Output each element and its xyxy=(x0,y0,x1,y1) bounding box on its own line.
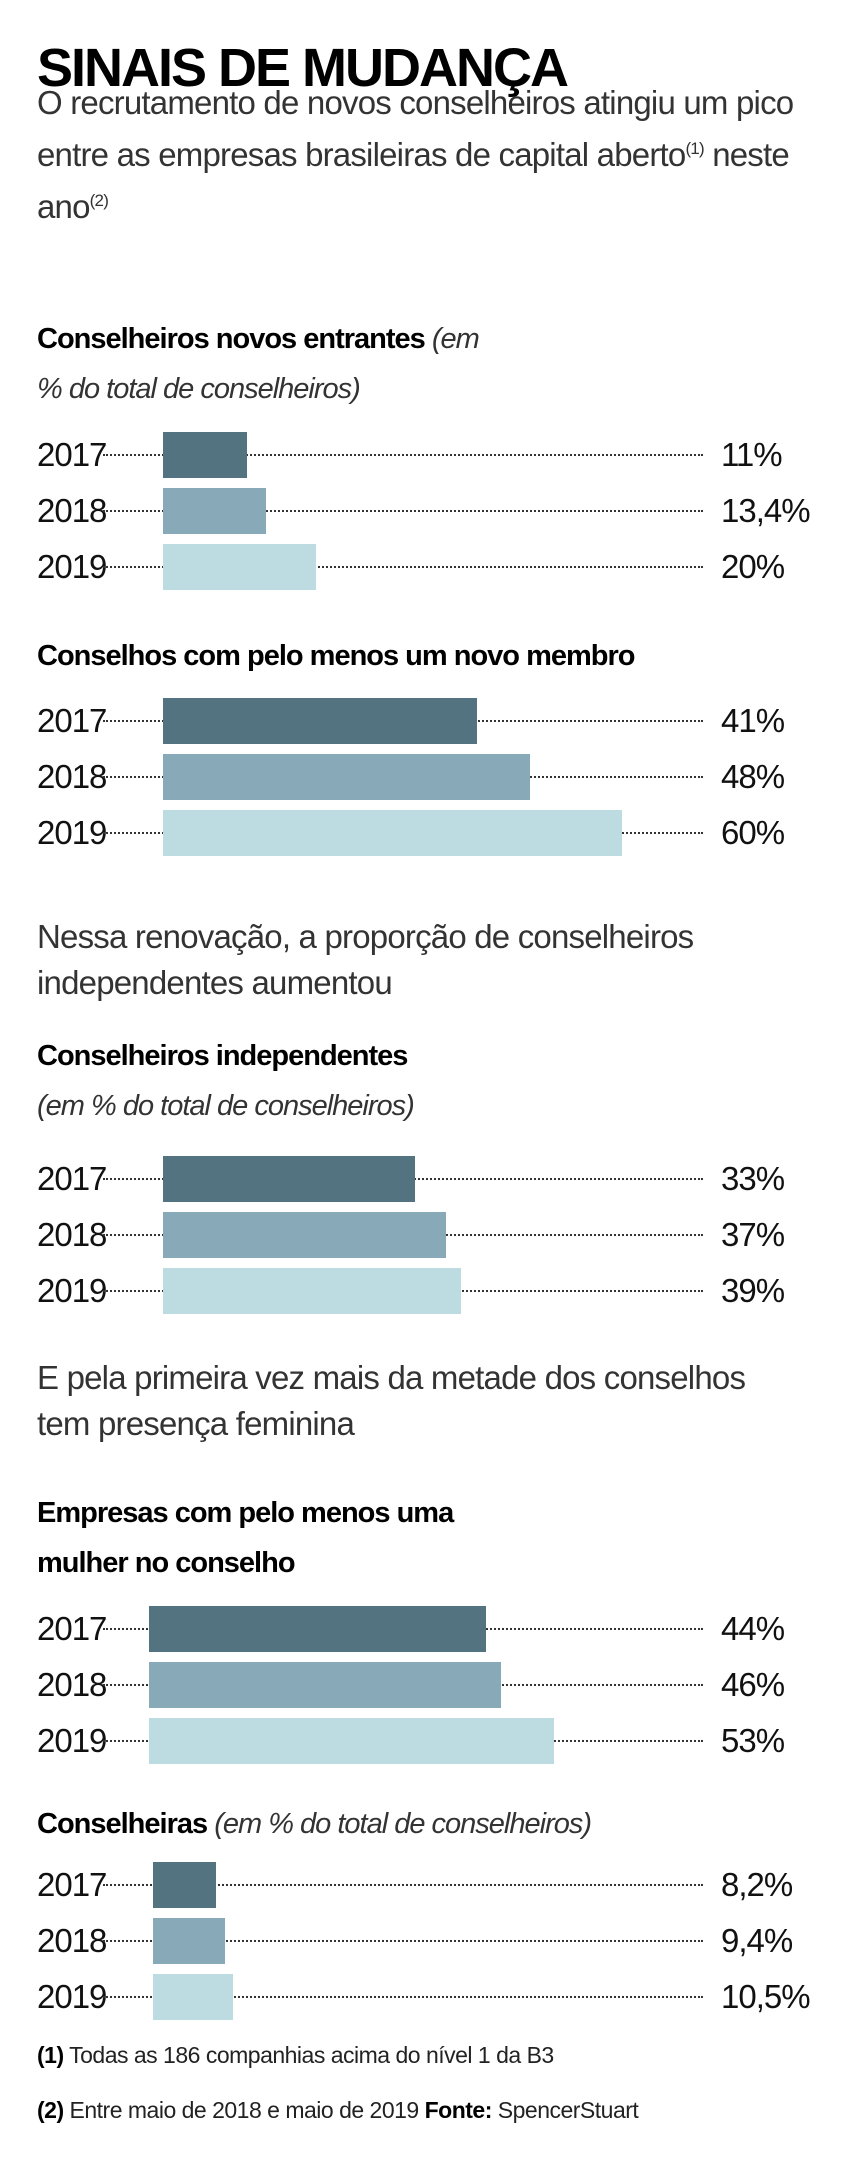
bar-row-2019: 2019 20% xyxy=(0,544,855,590)
infographic-title: SINAIS DE MUDANÇA xyxy=(37,38,569,98)
dotted-leader-line xyxy=(103,510,703,512)
category-label: 2017 xyxy=(37,436,107,473)
value-label: 11% xyxy=(721,436,783,473)
category-label: 2018 xyxy=(37,1216,107,1253)
category-label: 2017 xyxy=(37,1160,107,1197)
bar-2019 xyxy=(153,1974,234,2020)
category-label: 2019 xyxy=(37,548,107,585)
chart-title: Conselheiros novos entrantes xyxy=(37,323,426,355)
footnote-ref-1: (1) xyxy=(685,139,704,158)
value-label: 41% xyxy=(721,702,785,739)
dotted-leader-line xyxy=(103,566,703,568)
bar-row-2018: 2018 13,4% xyxy=(0,488,855,534)
dotted-leader-line xyxy=(103,1996,703,1998)
category-label: 2018 xyxy=(37,492,107,529)
value-label: 60% xyxy=(721,814,785,851)
chart-4-heading: Empresas com pelo menos uma mulher no co… xyxy=(37,1488,467,1588)
chart-title: Conselheiros independentes xyxy=(37,1040,408,1072)
bar-row-2017: 2017 11% xyxy=(0,432,855,478)
bar-2019 xyxy=(149,1718,555,1764)
bar-2017 xyxy=(163,432,248,478)
bar-row-2019: 2019 60% xyxy=(0,810,855,856)
footnote-1: (1) Todas as 186 companhias acima do nív… xyxy=(37,2040,837,2070)
value-label: 39% xyxy=(721,1272,785,1309)
category-label: 2019 xyxy=(37,1978,107,2015)
value-label: 20% xyxy=(721,548,785,585)
footnote-mark: (1) xyxy=(37,2042,64,2068)
chart-2-heading: Conselhos com pelo menos um novo membro xyxy=(37,631,837,681)
category-label: 2018 xyxy=(37,758,107,795)
footnote-ref-2: (2) xyxy=(89,191,109,210)
intro-text: O recrutamento de novos conselheiros ati… xyxy=(37,80,837,230)
chart-5-heading: Conselheiras (em % do total de conselhei… xyxy=(37,1799,837,1849)
footnote-mark: (2) xyxy=(37,2097,64,2123)
bar-2018 xyxy=(153,1918,225,1964)
footnote-text: Entre maio de 2018 e maio de 2019 xyxy=(69,2097,420,2123)
footnote-text: Todas as 186 companhias acima do nível 1… xyxy=(69,2042,554,2068)
bar-2019 xyxy=(163,544,316,590)
bar-row-2019: 2019 39% xyxy=(0,1268,855,1314)
category-label: 2017 xyxy=(37,1610,107,1647)
chart-3-heading: Conselheiros independentes (em % do tota… xyxy=(37,1031,837,1131)
category-label: 2019 xyxy=(37,814,107,851)
bar-row-2018: 2018 9,4% xyxy=(0,1918,855,1964)
bar-row-2018: 2018 37% xyxy=(0,1212,855,1258)
value-label: 48% xyxy=(721,758,785,795)
bar-row-2017: 2017 33% xyxy=(0,1156,855,1202)
intro-main: O recrutamento de novos conselheiros ati… xyxy=(37,84,794,173)
category-label: 2017 xyxy=(37,1866,107,1903)
bar-row-2019: 2019 53% xyxy=(0,1718,855,1764)
value-label: 37% xyxy=(721,1216,785,1253)
value-label: 9,4% xyxy=(721,1922,793,1959)
bar-row-2019: 2019 10,5% xyxy=(0,1974,855,2020)
bar-2017 xyxy=(153,1862,216,1908)
bar-2017 xyxy=(163,698,477,744)
chart-title: Conselheiras xyxy=(37,1808,208,1840)
value-label: 44% xyxy=(721,1610,785,1647)
bar-row-2017: 2017 8,2% xyxy=(0,1862,855,1908)
category-label: 2017 xyxy=(37,702,107,739)
category-label: 2019 xyxy=(37,1722,107,1759)
bar-row-2018: 2018 46% xyxy=(0,1662,855,1708)
chart-subtitle: (em % do total de conselheiros) xyxy=(214,1808,592,1840)
dotted-leader-line xyxy=(103,1884,703,1886)
bar-2017 xyxy=(163,1156,416,1202)
value-label: 13,4% xyxy=(721,492,811,529)
bar-2018 xyxy=(149,1662,501,1708)
bar-row-2017: 2017 44% xyxy=(0,1606,855,1652)
source-name: SpencerStuart xyxy=(497,2097,639,2123)
chart-title: Conselhos com pelo menos um novo membro xyxy=(37,640,635,672)
category-label: 2018 xyxy=(37,1922,107,1959)
bar-2018 xyxy=(163,488,266,534)
bar-2019 xyxy=(163,1268,462,1314)
bar-row-2018: 2018 48% xyxy=(0,754,855,800)
chart-title: Empresas com pelo menos uma mulher no co… xyxy=(37,1497,454,1579)
value-label: 10,5% xyxy=(721,1978,811,2015)
bar-2018 xyxy=(163,1212,447,1258)
chart-subtitle: (em % do total de conselheiros) xyxy=(37,1090,415,1122)
intro-end: neste ano xyxy=(37,136,790,225)
chart-subtitle: (em % do total de conselheiros) xyxy=(37,323,480,405)
bar-2019 xyxy=(163,810,622,856)
category-label: 2018 xyxy=(37,1666,107,1703)
dotted-leader-line xyxy=(103,454,703,456)
value-label: 46% xyxy=(721,1666,785,1703)
value-label: 53% xyxy=(721,1722,785,1759)
dotted-leader-line xyxy=(103,1940,703,1942)
bar-2018 xyxy=(163,754,531,800)
chart-1-heading: Conselheiros novos entrantes (em % do to… xyxy=(37,314,507,414)
category-label: 2019 xyxy=(37,1272,107,1309)
footnote-2: (2) Entre maio de 2018 e maio de 2019 Fo… xyxy=(37,2095,855,2125)
section-text-female: E pela primeira vez mais da metade dos c… xyxy=(37,1359,746,1442)
source-label: Fonte: xyxy=(424,2097,493,2123)
value-label: 33% xyxy=(721,1160,785,1197)
bar-2017 xyxy=(149,1606,486,1652)
bar-row-2017: 2017 41% xyxy=(0,698,855,744)
value-label: 8,2% xyxy=(721,1866,793,1903)
section-text-independent: Nessa renovação, a proporção de conselhe… xyxy=(37,918,694,1001)
